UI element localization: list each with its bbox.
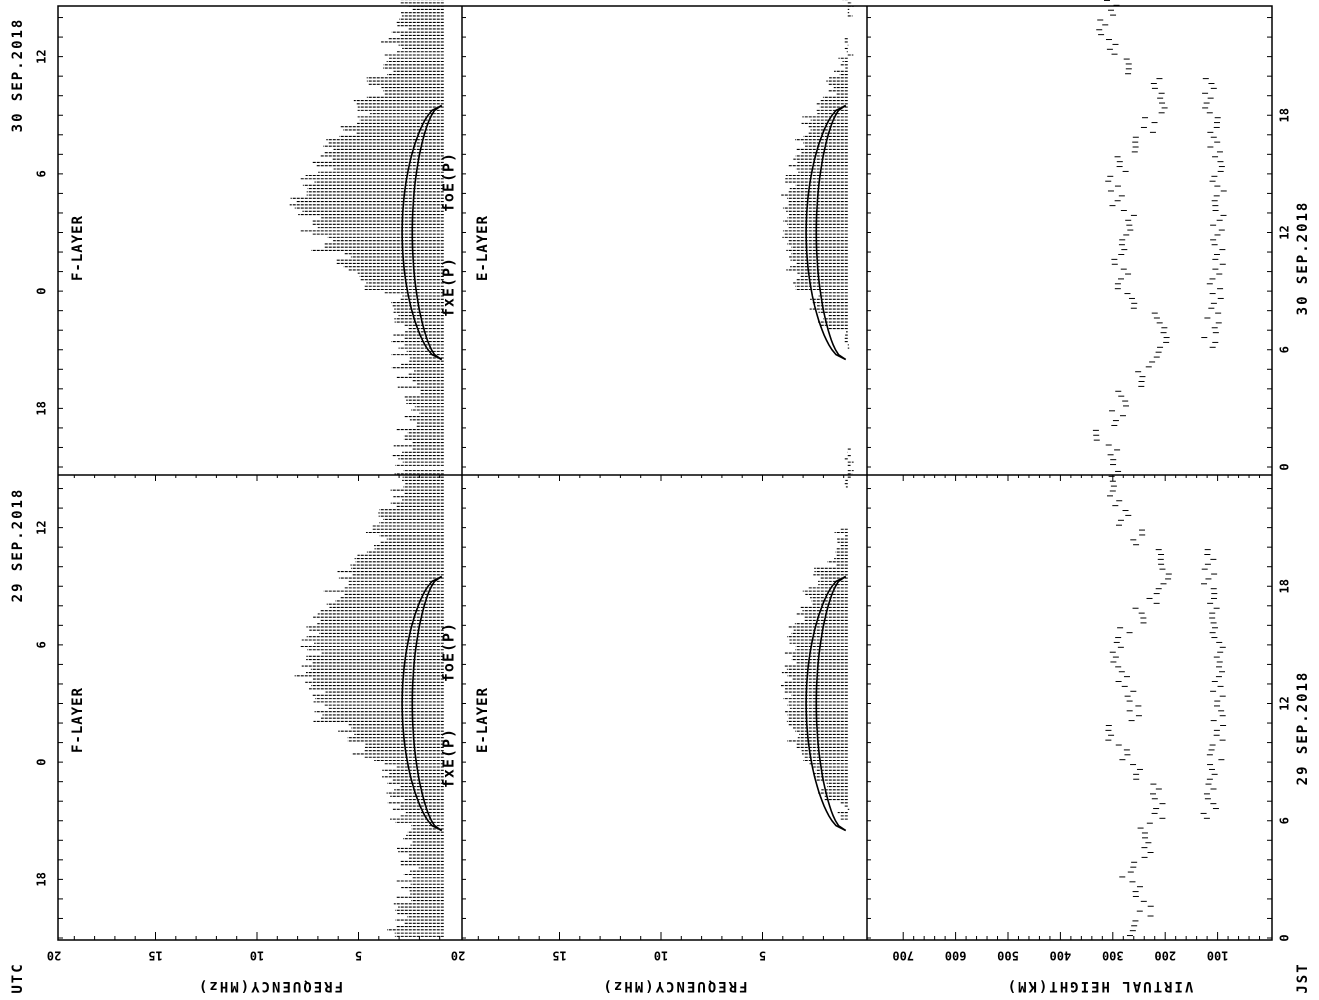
e-layer-label: E-LAYER	[475, 215, 491, 281]
e-layer-label: E-LAYER	[475, 687, 491, 753]
fxe-curve	[805, 575, 847, 832]
x-tick-label: 100	[1207, 949, 1229, 963]
x-tick-label: 5	[355, 949, 362, 963]
foe-curve	[815, 575, 847, 832]
foe-trace-label: foE(P)	[440, 622, 458, 682]
foe-curve	[411, 575, 443, 832]
model-curves	[401, 104, 847, 832]
x-tick-label: 600	[945, 949, 967, 963]
jst-tick-label: 18	[1278, 108, 1292, 122]
x-tick-label: 200	[1154, 949, 1176, 963]
utc-tick-label: 6	[35, 170, 49, 177]
utc-date-label: 29 SEP.2018	[10, 488, 26, 603]
utc-tick-label: 18	[35, 401, 49, 415]
x-axis-label: FREQUENCY(MHz)	[601, 978, 747, 994]
fxe-curve	[401, 575, 443, 832]
jst-tick-label: 0	[1278, 463, 1292, 470]
utc-tick-label: 6	[35, 641, 49, 648]
utc-tick-label: 18	[35, 872, 49, 886]
x-tick-label: 500	[997, 949, 1019, 963]
x-tick-label: 20	[47, 949, 61, 963]
data-marks	[289, 0, 1227, 937]
utc-tick-label: 0	[35, 759, 49, 766]
panel-frames	[57, 5, 1273, 941]
x-tick-label: 10	[654, 949, 668, 963]
x-axis-label: VIRTUAL HEIGHT(KM)	[1006, 978, 1194, 994]
foe-curve	[411, 104, 443, 361]
x-tick-label: 15	[552, 949, 566, 963]
jst-tick-label: 12	[1278, 225, 1292, 239]
fxe-trace-label: fxE(P)	[440, 257, 458, 317]
fxe-curve	[401, 104, 443, 361]
jst-date-label: 29 SEP.2018	[1295, 671, 1311, 786]
fxe-curve	[805, 104, 847, 361]
f-layer-label: F-LAYER	[70, 687, 86, 753]
jst-tick-label: 0	[1278, 934, 1292, 941]
jst-date-label: 30 SEP.2018	[1295, 201, 1311, 316]
f-layer-label: F-LAYER	[70, 215, 86, 281]
foe-curve	[815, 104, 847, 361]
utc-date-label: 30 SEP.2018	[10, 18, 26, 133]
chart-labels: 5 10 15 20 FREQUENCY(MHz) 5 10 15 20 FREQUENCY(MH…	[10, 18, 1311, 994]
tick-marks	[58, 17, 1272, 940]
utc-tick-label: 12	[35, 49, 49, 63]
jst-tick-label: 6	[1278, 346, 1292, 353]
x-tick-label: 700	[892, 949, 914, 963]
jst-tick-label: 12	[1278, 696, 1292, 710]
utc-tick-label: 12	[35, 520, 49, 534]
x-tick-label: 15	[148, 949, 162, 963]
jst-tick-label: 18	[1278, 579, 1292, 593]
utc-tick-label: 0	[35, 288, 49, 295]
x-tick-label: 5	[759, 949, 766, 963]
foe-trace-label: foE(P)	[440, 152, 458, 212]
x-tick-label: 400	[1050, 949, 1072, 963]
utc-axis-label: UTC	[10, 962, 26, 993]
fxe-trace-label: fxE(P)	[440, 728, 458, 788]
jst-tick-label: 6	[1278, 817, 1292, 824]
x-tick-label: 10	[250, 949, 264, 963]
jst-axis-label: JST	[1295, 962, 1311, 993]
plot-border	[57, 5, 1273, 941]
x-tick-label: 300	[1102, 949, 1124, 963]
x-tick-label: 20	[451, 949, 465, 963]
x-axis-label: FREQUENCY(MHz)	[197, 978, 343, 994]
